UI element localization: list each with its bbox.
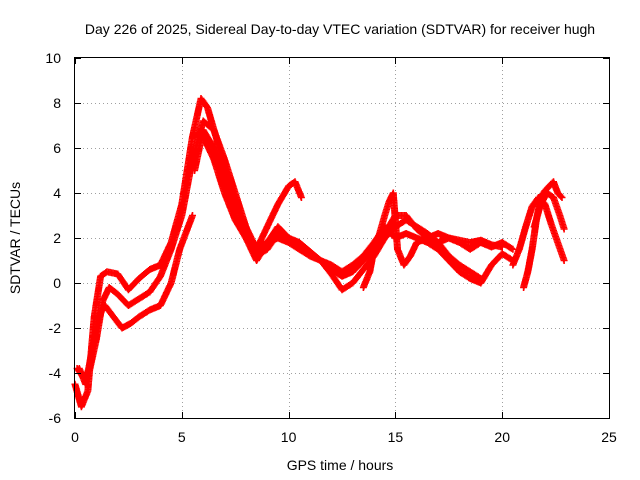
y-tick-label: -4: [49, 365, 62, 381]
chart-title: Day 226 of 2025, Sidereal Day-to-day VTE…: [85, 21, 595, 37]
data-point: [557, 192, 565, 200]
y-tick-label: 0: [53, 275, 61, 291]
y-tick-label: 6: [53, 140, 61, 156]
y-axis-label: SDTVAR / TECUs: [7, 182, 23, 294]
x-tick-label: 10: [281, 429, 297, 445]
plot-frame: [74, 57, 610, 419]
data-point: [508, 244, 515, 252]
series-8: [509, 194, 568, 269]
y-tick-label: 8: [53, 95, 61, 111]
grid-lines: [75, 58, 609, 418]
data-point: [189, 212, 196, 219]
series-9: [530, 189, 568, 233]
data-point: [560, 257, 568, 264]
data-point: [297, 194, 305, 201]
x-axis-ticks: 0 5 10 15 20 25: [71, 58, 617, 445]
x-tick-label: 0: [71, 429, 79, 445]
series-1: [71, 95, 517, 411]
y-tick-label: -2: [49, 320, 62, 336]
x-tick-label: 5: [178, 429, 186, 445]
series-2: [73, 117, 485, 381]
y-tick-label: 10: [45, 50, 61, 66]
series-6: [359, 189, 506, 291]
y-tick-label: -6: [49, 410, 62, 426]
y-tick-label: 4: [53, 185, 61, 201]
y-axis-ticks: -6 -4 -2 0 2 4 6 8 10: [45, 50, 609, 426]
data-point: [560, 225, 568, 233]
data-points: [71, 95, 568, 411]
series-5: [199, 133, 517, 287]
data-point: [509, 245, 517, 253]
series-3: [75, 212, 196, 388]
data-point: [558, 194, 566, 201]
x-tick-label: 20: [494, 429, 510, 445]
x-tick-label: 25: [601, 429, 617, 445]
data-point: [498, 243, 506, 251]
x-tick-label: 15: [388, 429, 404, 445]
x-axis-label: GPS time / hours: [287, 457, 394, 473]
y-tick-label: 2: [53, 230, 61, 246]
